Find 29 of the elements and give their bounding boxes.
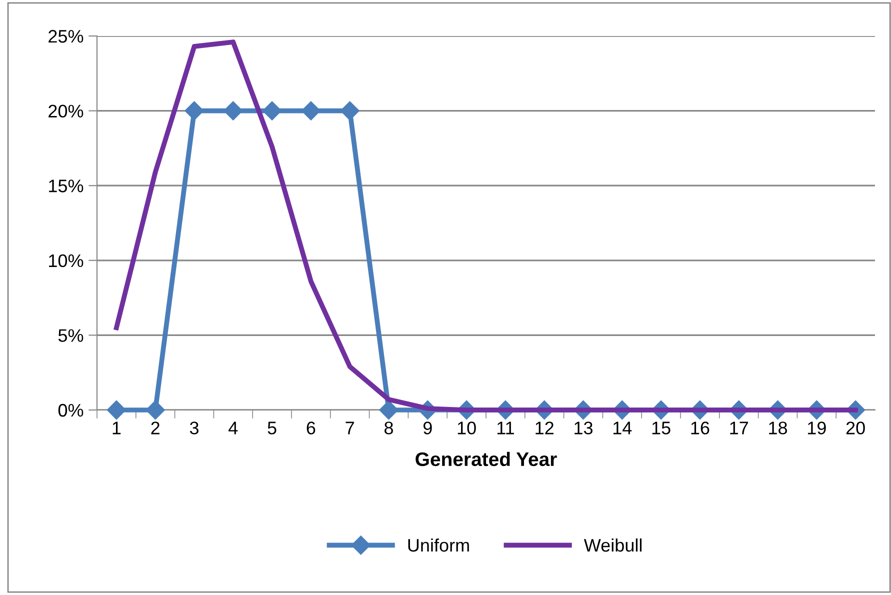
x-tick-label: 12 xyxy=(536,422,554,434)
x-tick-label: 16 xyxy=(691,422,710,434)
x-tick-label: 13 xyxy=(574,422,592,434)
x-tick-label: 9 xyxy=(423,422,432,434)
legend-label: Uniform xyxy=(408,538,469,552)
x-tick-label: 7 xyxy=(346,422,354,434)
legend-label: Weibull xyxy=(584,538,642,552)
x-tick-label: 4 xyxy=(228,422,238,434)
x-axis-title: Generated Year xyxy=(416,452,557,466)
x-tick-label: 2 xyxy=(151,422,160,434)
x-tick-label: 1 xyxy=(112,422,121,434)
x-tick-label: 10 xyxy=(458,422,476,434)
x-tick-label: 20 xyxy=(846,422,865,434)
x-tick-label: 19 xyxy=(808,422,826,434)
y-tick-label: 5% xyxy=(58,329,84,342)
y-tick-label: 10% xyxy=(49,254,84,268)
x-tick-label: 18 xyxy=(769,422,788,434)
x-tick-label: 3 xyxy=(190,422,198,434)
y-tick-label: 25% xyxy=(48,30,84,43)
y-tick-label: 0% xyxy=(58,404,84,417)
x-tick-label: 5 xyxy=(268,422,276,434)
x-tick-label: 14 xyxy=(613,422,632,434)
y-tick-label: 20% xyxy=(48,104,84,118)
x-tick-label: 15 xyxy=(652,422,670,434)
x-tick-label: 6 xyxy=(306,422,316,434)
x-tick-label: 8 xyxy=(384,422,393,434)
x-tick-label: 11 xyxy=(497,422,514,434)
y-tick-label: 15% xyxy=(49,180,84,192)
x-tick-label: 17 xyxy=(730,422,748,434)
